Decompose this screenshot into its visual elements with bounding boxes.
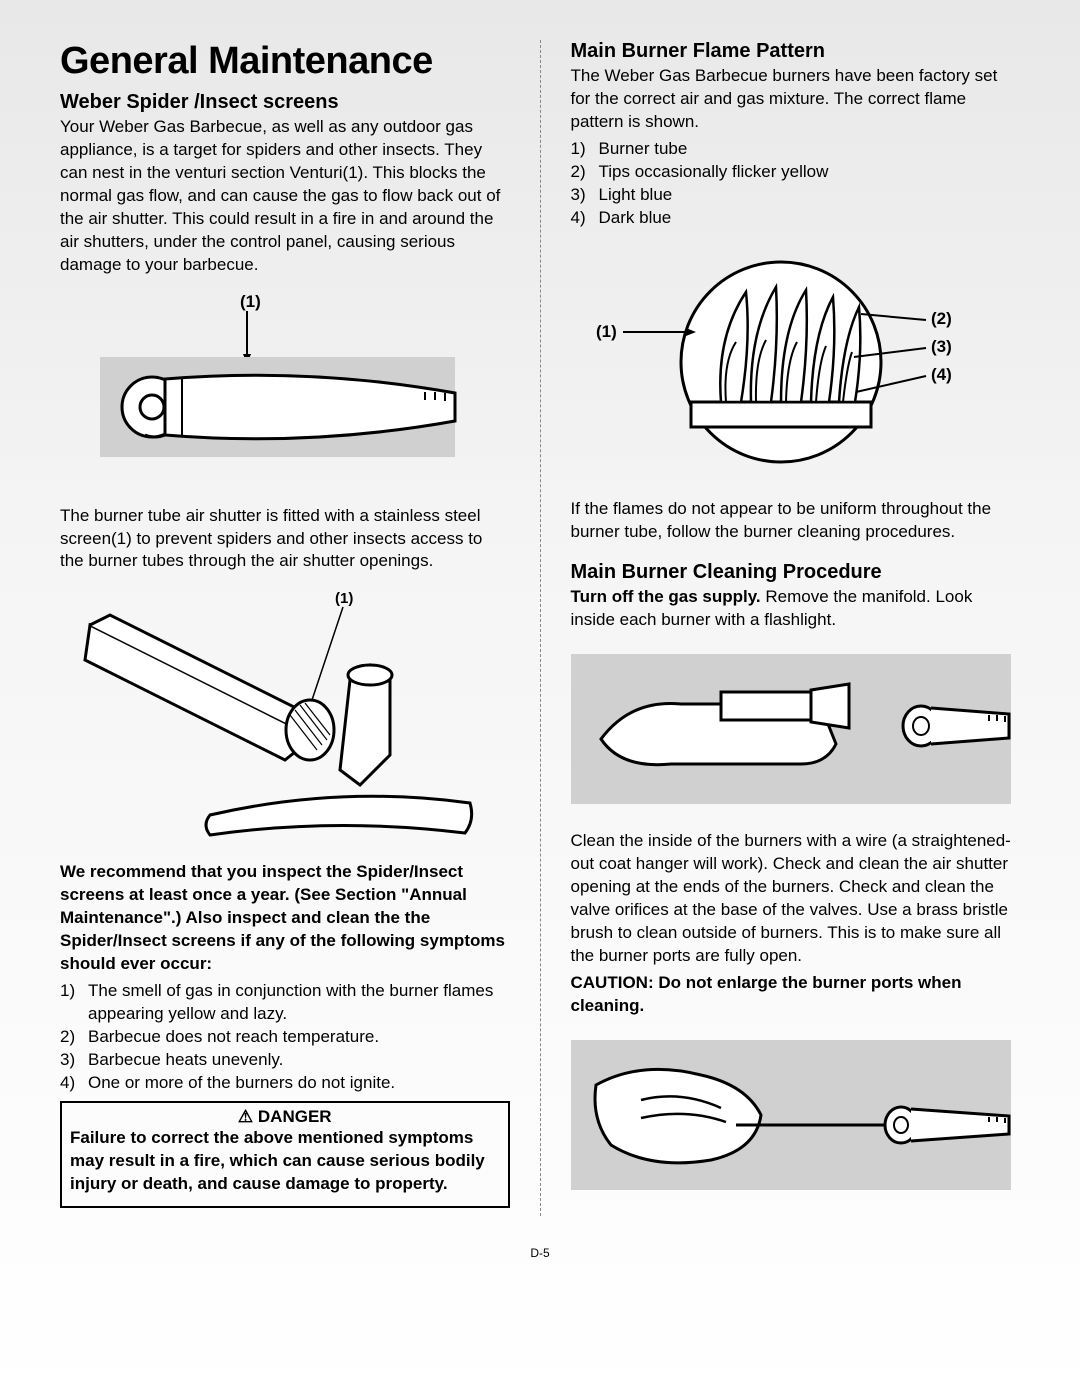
- cleaning-instructions: Clean the inside of the burners with a w…: [571, 830, 1021, 968]
- section-heading-cleaning: Main Burner Cleaning Procedure: [571, 561, 1021, 584]
- two-column-layout: General Maintenance Weber Spider /Insect…: [60, 40, 1020, 1216]
- list-item: 1)The smell of gas in conjunction with t…: [60, 980, 510, 1026]
- wire-svg: [571, 1030, 1011, 1200]
- fig3-label-1: (1): [596, 322, 617, 341]
- danger-box: ⚠ DANGER Failure to correct the above me…: [60, 1101, 510, 1208]
- fig3-label-2: (2): [931, 309, 952, 328]
- inspection-recommendation: We recommend that you inspect the Spider…: [60, 861, 510, 976]
- list-item: 3)Light blue: [571, 184, 1021, 207]
- flame-intro-text: The Weber Gas Barbecue burners have been…: [571, 65, 1021, 134]
- fig2-label: (1): [335, 590, 353, 607]
- flashlight-svg: [571, 644, 1011, 814]
- list-item: 2)Tips occasionally flicker yellow: [571, 161, 1021, 184]
- section-heading-flame: Main Burner Flame Pattern: [571, 40, 1021, 63]
- section-heading-spider: Weber Spider /Insect screens: [60, 91, 510, 114]
- figure-wire-clean: [571, 1030, 1021, 1200]
- list-item: 2)Barbecue does not reach temperature.: [60, 1026, 510, 1049]
- cleaning-step1: Turn off the gas supply. Remove the mani…: [571, 586, 1021, 632]
- danger-title: ⚠ DANGER: [70, 1107, 500, 1127]
- flame-uniform-text: If the flames do not appear to be unifor…: [571, 498, 1021, 544]
- page-number: D-5: [60, 1246, 1020, 1260]
- figure-assembly: (1): [60, 585, 510, 845]
- fig3-label-3: (3): [931, 337, 952, 356]
- left-column: General Maintenance Weber Spider /Insect…: [60, 40, 510, 1216]
- right-column: Main Burner Flame Pattern The Weber Gas …: [571, 40, 1021, 1216]
- figure-flame-pattern: (1) (2) (3) (4): [571, 242, 1021, 482]
- assembly-svg: (1): [60, 585, 500, 845]
- page-title: General Maintenance: [60, 40, 510, 83]
- fig3-label-4: (4): [931, 365, 952, 384]
- flame-svg: (1) (2) (3) (4): [571, 242, 1011, 482]
- figure-burner-tube: (1): [60, 289, 510, 489]
- list-item: 4)One or more of the burners do not igni…: [60, 1072, 510, 1095]
- list-item: 3)Barbecue heats unevenly.: [60, 1049, 510, 1072]
- list-item: 1)Burner tube: [571, 138, 1021, 161]
- symptom-list: 1)The smell of gas in conjunction with t…: [60, 980, 510, 1095]
- manual-page: General Maintenance Weber Spider /Insect…: [0, 0, 1080, 1397]
- cleaning-caution: CAUTION: Do not enlarge the burner ports…: [571, 972, 1021, 1018]
- air-shutter-text: The burner tube air shutter is fitted wi…: [60, 505, 510, 574]
- column-divider: [540, 40, 541, 1216]
- burner-tube-svg: (1): [60, 289, 490, 489]
- list-item: 4)Dark blue: [571, 207, 1021, 230]
- flame-legend-list: 1)Burner tube 2)Tips occasionally flicke…: [571, 138, 1021, 230]
- danger-body: Failure to correct the above mentioned s…: [70, 1127, 500, 1196]
- figure-flashlight: [571, 644, 1021, 814]
- spider-intro-text: Your Weber Gas Barbecue, as well as any …: [60, 116, 510, 277]
- fig1-label: (1): [240, 292, 261, 311]
